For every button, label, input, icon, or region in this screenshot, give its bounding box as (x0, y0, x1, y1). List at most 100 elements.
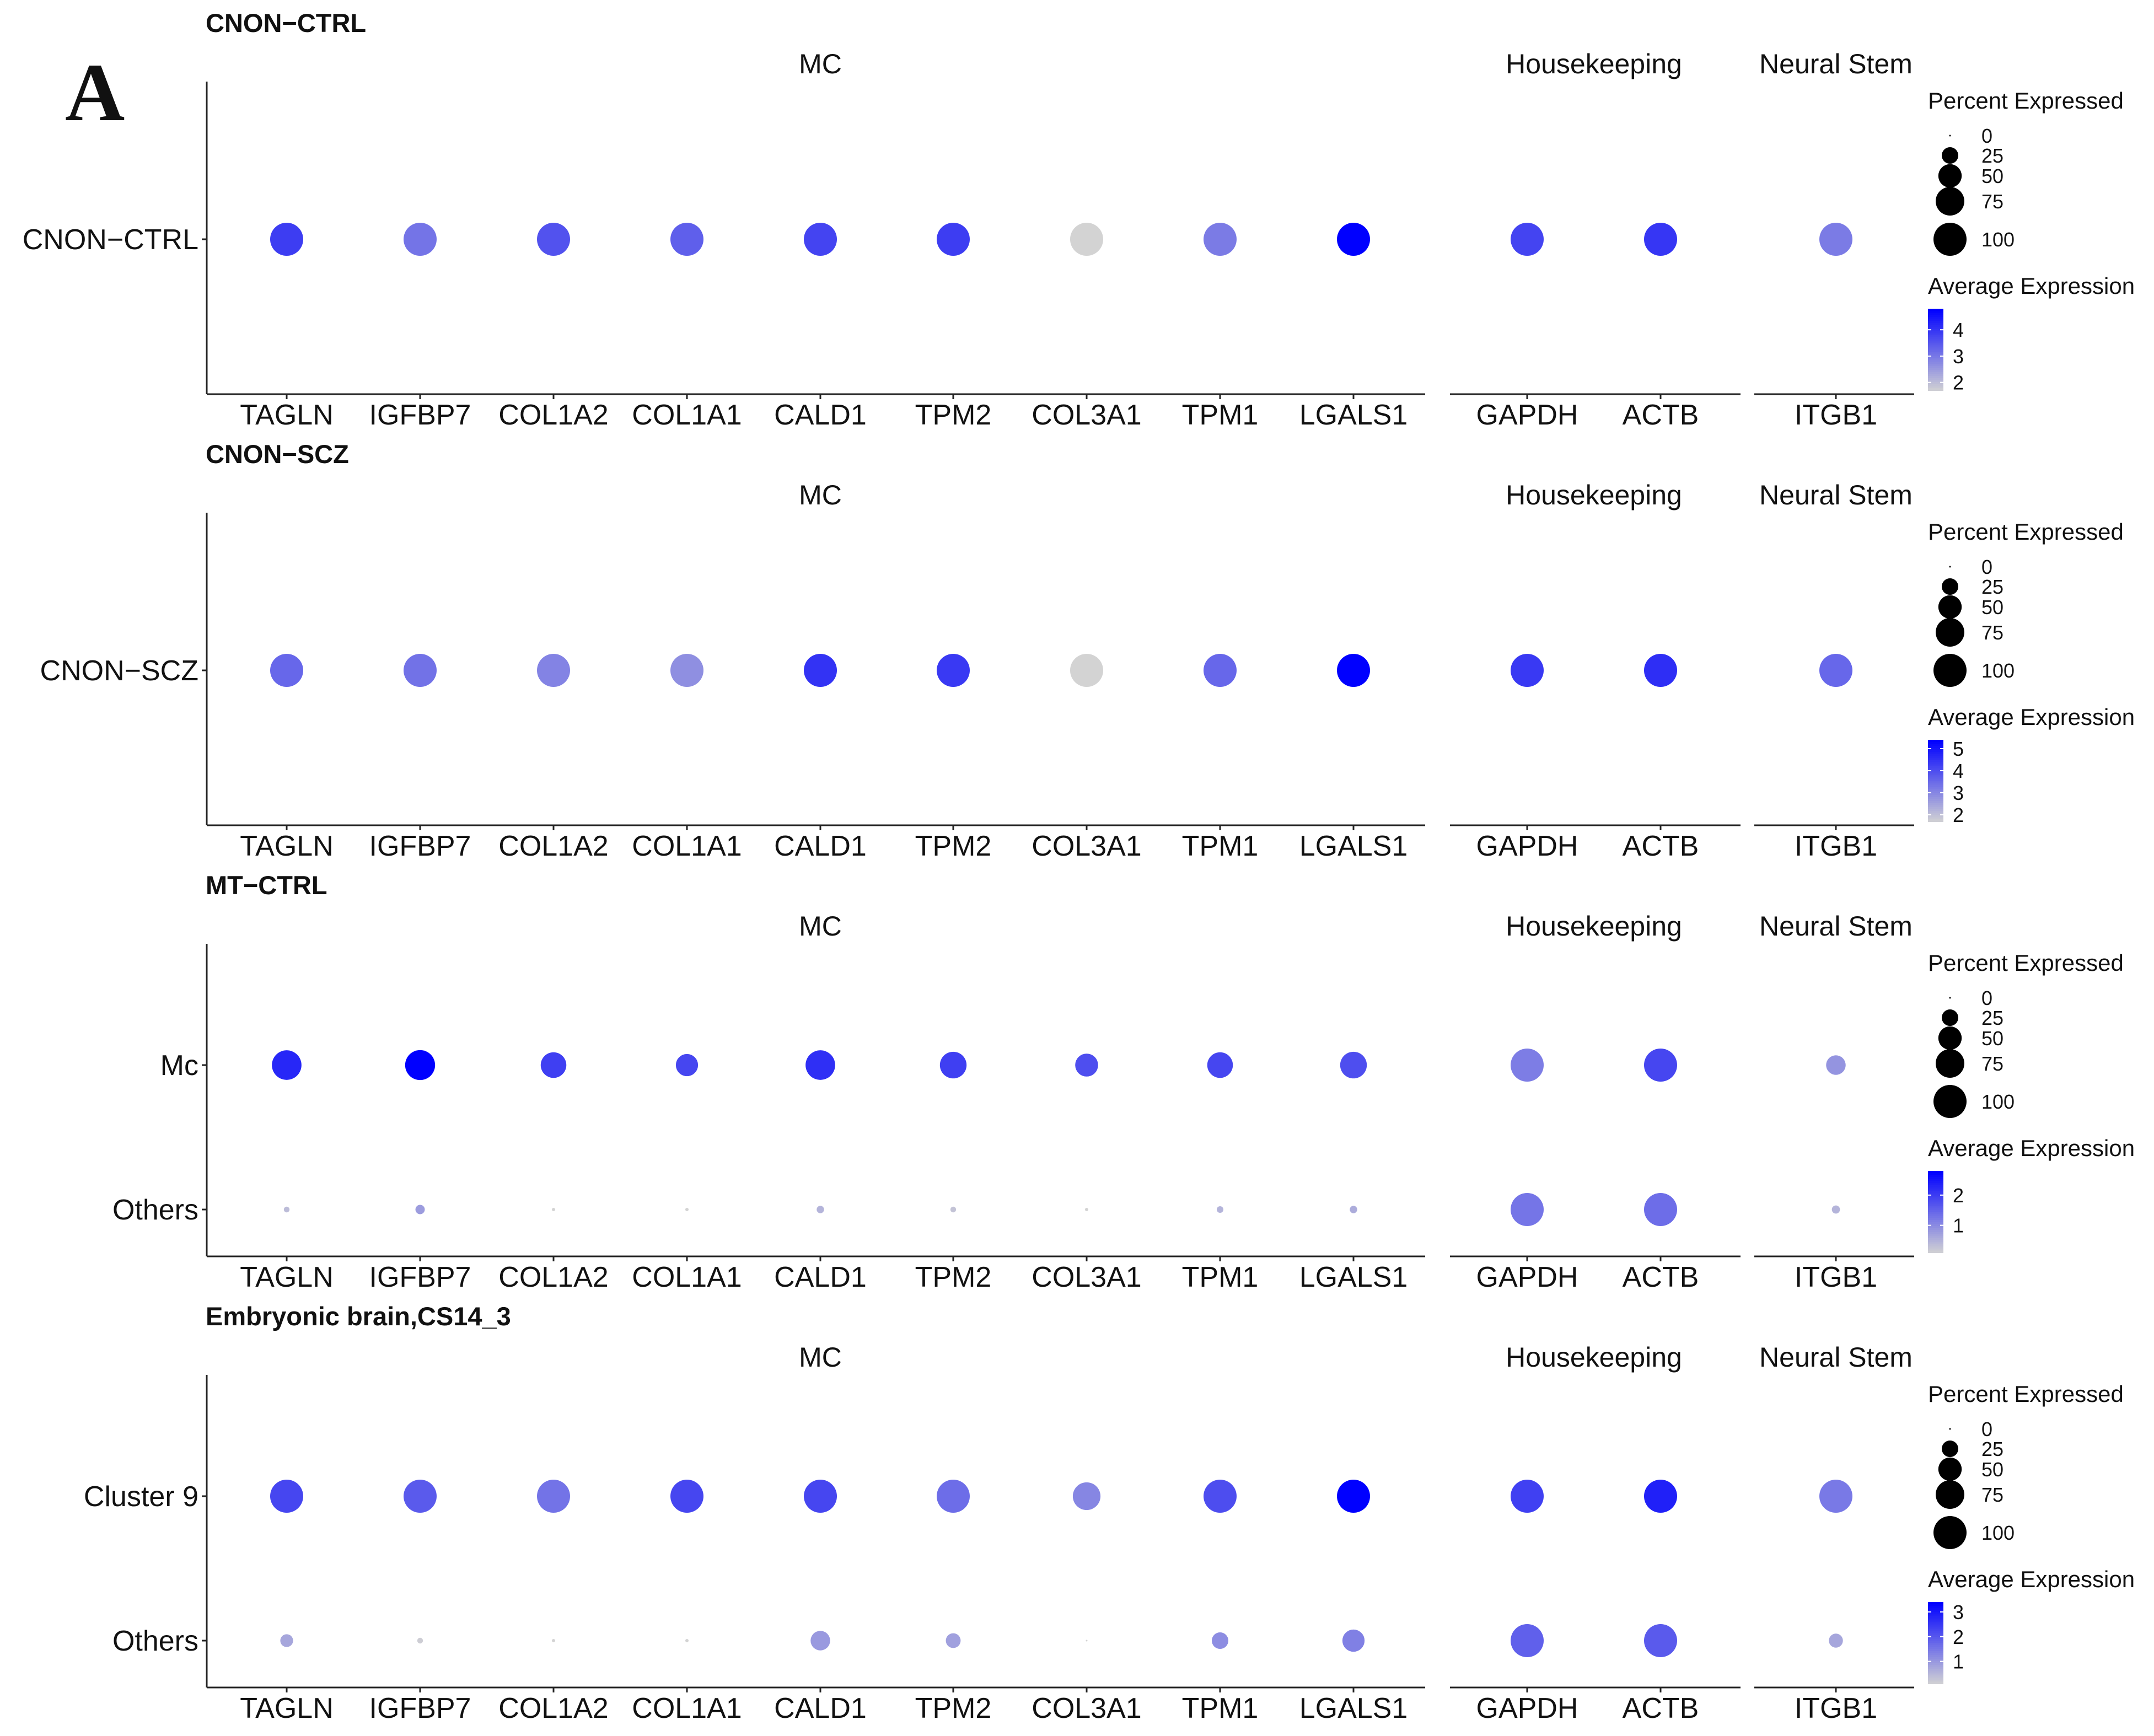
size-legend-key (1933, 1085, 1967, 1118)
colorbar-segment (1928, 793, 1943, 796)
facet-label: MC (799, 1342, 842, 1373)
size-legend-key (1936, 1480, 1964, 1509)
gene-label: COL3A1 (1032, 399, 1141, 431)
colorbar-segment (1928, 1187, 1943, 1190)
gene-label: ITGB1 (1795, 1261, 1877, 1293)
colorbar-segment (1928, 1620, 1943, 1623)
size-legend-label: 0 (1981, 125, 1992, 147)
gene-label: COL1A1 (632, 1692, 742, 1724)
facet-label: Housekeeping (1506, 480, 1682, 510)
dot-actb (1644, 1049, 1677, 1082)
gene-label: CALD1 (774, 399, 867, 431)
colorbar-segment (1928, 1616, 1943, 1619)
size-legend-key (1938, 595, 1962, 619)
colorbar-label: 2 (1953, 804, 1964, 826)
dot-cald1 (810, 1631, 830, 1651)
gene-label: COL3A1 (1032, 1261, 1141, 1293)
colorbar-segment (1928, 1219, 1943, 1223)
gene-label: TPM2 (915, 1692, 992, 1724)
colorbar-segment (1928, 1630, 1943, 1633)
colorbar-segment (1928, 1175, 1943, 1178)
color-legend-title: Average Expression (1928, 273, 2135, 299)
dot-actb (1644, 1193, 1677, 1226)
colorbar-segment (1928, 1195, 1943, 1198)
colorbar-segment (1928, 1647, 1943, 1650)
group-label: Others (112, 1194, 198, 1226)
colorbar-segment (1928, 811, 1943, 814)
size-legend-title: Percent Expressed (1928, 519, 2124, 545)
size-legend-key (1933, 223, 1967, 256)
dot-tpm2 (937, 1480, 970, 1513)
gene-label: COL1A2 (498, 1692, 608, 1724)
colorbar-segment (1928, 1614, 1943, 1617)
dot-cald1 (804, 1480, 837, 1513)
group-label: Mc (160, 1050, 198, 1082)
gene-label: GAPDH (1476, 1261, 1578, 1293)
colorbar-segment (1928, 363, 1943, 367)
color-legend-title: Average Expression (1928, 1566, 2135, 1592)
gene-label: TPM2 (915, 399, 992, 431)
size-legend-key (1936, 1049, 1964, 1078)
colorbar-segment (1928, 784, 1943, 788)
panel-title: MT−CTRL (206, 870, 327, 900)
colorbar-segment (1928, 388, 1943, 391)
gene-label: LGALS1 (1299, 830, 1408, 862)
dot-col1a2 (537, 654, 570, 687)
colorbar-segment (1928, 1185, 1943, 1188)
size-legend-label: 50 (1981, 596, 2003, 619)
colorbar-segment (1928, 803, 1943, 806)
colorbar-segment (1928, 1635, 1943, 1637)
colorbar-segment (1928, 310, 1943, 314)
colorbar-label: 3 (1953, 345, 1964, 368)
colorbar-label: 5 (1953, 738, 1964, 760)
facet-label: Neural Stem (1759, 1342, 1913, 1373)
dot-lgals1 (1337, 1480, 1370, 1513)
dot-col1a2 (537, 223, 570, 256)
colorbar-segment (1928, 756, 1943, 759)
dot-lgals1 (1337, 654, 1370, 687)
colorbar-segment (1928, 370, 1943, 373)
dot-tagln (272, 1050, 302, 1080)
dotplot-panel-3: MT−CTRL MC Housekeeping Neural Stem TAGLN IGF… (112, 870, 2135, 1293)
gene-label: ACTB (1623, 1692, 1699, 1724)
gene-label: GAPDH (1476, 830, 1578, 862)
colorbar-segment (1928, 1659, 1943, 1662)
size-legend-title: Percent Expressed (1928, 950, 2124, 976)
colorbar-segment (1928, 362, 1943, 364)
dot-tagln (270, 223, 303, 256)
colorbar-segment (1928, 799, 1943, 802)
colorbar-segment (1928, 766, 1943, 769)
gene-label: TAGLN (240, 399, 334, 431)
colorbar-segment (1928, 1181, 1943, 1184)
dot-cald1 (804, 223, 837, 256)
gene-label: CALD1 (774, 830, 867, 862)
colorbar-segment (1928, 787, 1943, 789)
gene-label: CALD1 (774, 1692, 867, 1724)
gene-label: ITGB1 (1795, 399, 1877, 431)
dot-col1a1 (685, 1639, 689, 1642)
colorbar-segment (1928, 1197, 1943, 1200)
colorbar-segment (1928, 1673, 1943, 1676)
facet-label: MC (799, 49, 842, 79)
size-legend-key (1949, 997, 1951, 999)
group-label: CNON−SCZ (40, 655, 198, 687)
colorbar-segment (1928, 741, 1943, 745)
colorbar-label: 4 (1953, 760, 1964, 782)
colorbar-segment (1928, 794, 1943, 798)
colorbar-label: 1 (1953, 1214, 1964, 1237)
colorbar-segment (1928, 345, 1943, 348)
size-legend-label: 75 (1981, 1052, 2003, 1075)
size-legend-label: 25 (1981, 576, 2003, 598)
dot-igfbp7 (404, 1480, 437, 1513)
colorbar-segment (1928, 815, 1943, 818)
colorbar-segment (1928, 1675, 1943, 1678)
colorbar-segment (1928, 1643, 1943, 1646)
gene-label: TAGLN (240, 1261, 334, 1293)
size-legend-key (1949, 1428, 1951, 1430)
dot-tagln (270, 1480, 303, 1513)
size-legend-label: 0 (1981, 1418, 1992, 1441)
colorbar-segment (1928, 351, 1943, 354)
colorbar-segment (1928, 1179, 1943, 1182)
colorbar-segment (1928, 1193, 1943, 1196)
dot-col1a1 (670, 1480, 703, 1513)
